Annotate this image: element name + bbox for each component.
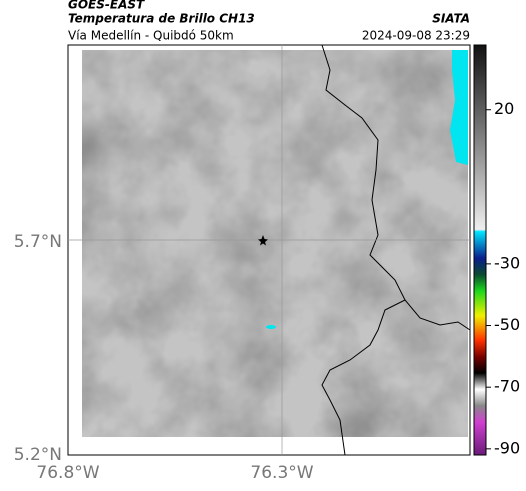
cold-cloud: [450, 50, 468, 165]
lon-label: 76.8°W: [36, 463, 99, 483]
colorbar-tick-label: -90: [494, 438, 520, 457]
boundary: [321, 299, 406, 456]
colorbar-tick-label: -30: [494, 253, 520, 272]
imagery-texture: [82, 50, 468, 437]
lon-label: 76.3°W: [250, 463, 313, 483]
colorbar-tick-label: -70: [494, 377, 520, 396]
colorbar-tick-label: 20: [494, 99, 514, 118]
colorbar: [473, 44, 487, 456]
lat-label: 5.2°N: [14, 445, 62, 465]
station-marker: [258, 235, 268, 246]
boundary: [321, 44, 471, 331]
cold-cloud: [266, 325, 276, 329]
satellite: GOES-EAST: [68, 0, 145, 12]
lat-label: 5.7°N: [14, 232, 62, 252]
source: SIATA: [432, 12, 470, 26]
product: Temperatura de Brillo CH13: [68, 12, 255, 26]
timestamp: 2024-09-08 23:29: [362, 29, 470, 43]
route: Vía Medellín - Quibdó 50km: [68, 29, 234, 43]
colorbar-tick-label: -50: [494, 315, 520, 334]
